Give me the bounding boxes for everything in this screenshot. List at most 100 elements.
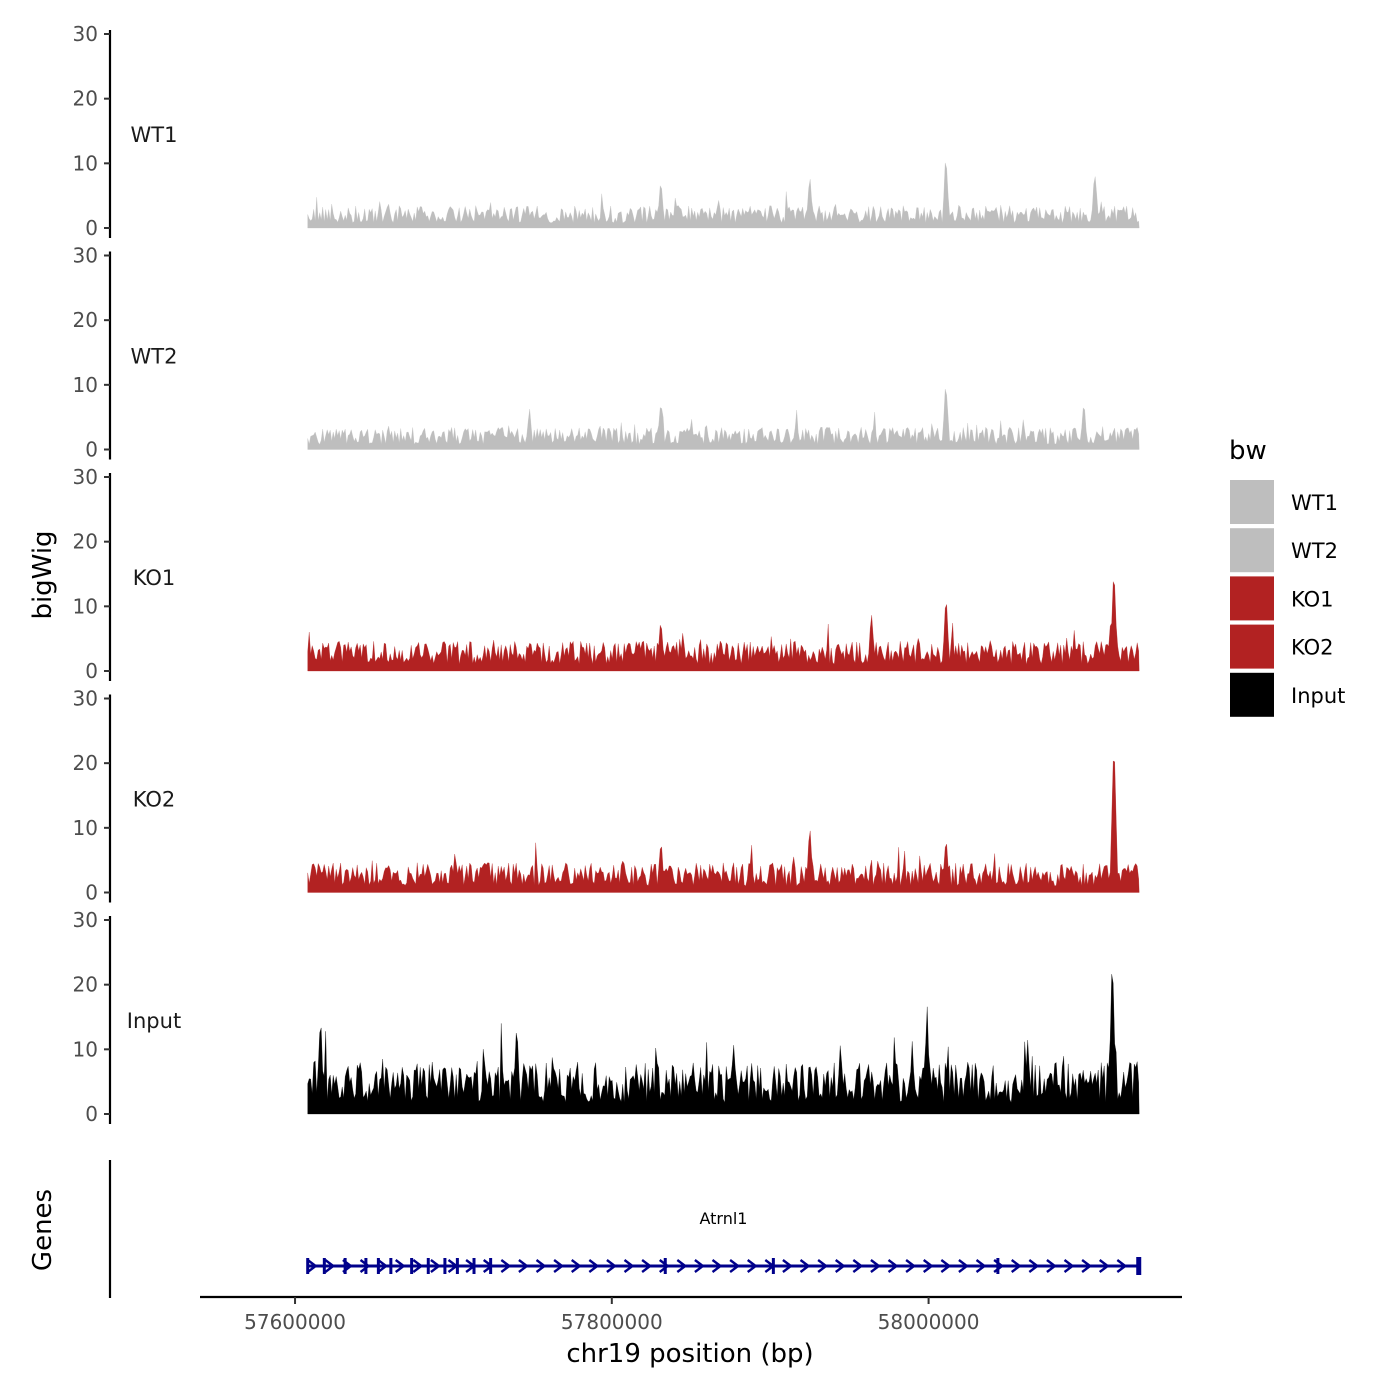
- gene-strand-arrow: [975, 1259, 987, 1273]
- signal-area-wt1: [307, 162, 1140, 229]
- gene-exon: [771, 1258, 775, 1274]
- gene-exon: [996, 1258, 1000, 1274]
- gene-strand-arrow: [1010, 1259, 1022, 1273]
- gene-strand-arrow: [1028, 1259, 1040, 1273]
- signal-area-input: [307, 974, 1140, 1115]
- gene-strand-arrow: [394, 1259, 406, 1273]
- gene-exon: [663, 1258, 667, 1274]
- gene-exon: [306, 1258, 310, 1274]
- legend-item-wt2: WT2: [1230, 528, 1338, 573]
- gene-strand-arrow: [834, 1259, 846, 1273]
- gene-exon: [489, 1258, 493, 1274]
- y-tick-label: 20: [73, 973, 98, 997]
- gene-exon: [455, 1258, 459, 1274]
- gene-exon: [322, 1258, 326, 1274]
- track-wt1: 0 10 20 30 WT1: [73, 22, 1140, 240]
- gene-strand-arrow: [958, 1259, 969, 1273]
- gene-exon: [1136, 1257, 1142, 1275]
- y-tick-label: 10: [73, 151, 98, 175]
- legend-swatch: [1230, 480, 1274, 524]
- gene-strand-arrow: [1063, 1259, 1075, 1273]
- y-tick-label: 30: [73, 687, 98, 711]
- gene-strand-arrow: [1098, 1259, 1110, 1273]
- y-tick-label: 20: [73, 530, 98, 554]
- legend-label: WT1: [1291, 491, 1338, 515]
- y-tick-label: 0: [85, 216, 98, 240]
- legend-item-ko2: KO2: [1230, 624, 1334, 669]
- gene-strand-arrow: [306, 1259, 318, 1273]
- legend: bw WT1 WT2 KO1 KO2 Input: [1229, 436, 1345, 717]
- gene-strand-arrow: [658, 1259, 670, 1273]
- y-tick-label: 30: [73, 22, 98, 46]
- genes-axis-title: Genes: [28, 1189, 58, 1271]
- gene-strand-arrow: [905, 1259, 917, 1273]
- legend-label: KO1: [1291, 587, 1334, 611]
- y-tick-label: 0: [85, 438, 98, 462]
- gene-exon: [410, 1258, 414, 1274]
- y-tick-label: 0: [85, 1102, 98, 1126]
- y-axis-title: bigWig: [28, 530, 58, 619]
- legend-swatch: [1230, 672, 1274, 717]
- gene-strand-arrow: [817, 1259, 829, 1273]
- gene-strand-arrow: [641, 1259, 653, 1273]
- gene-strand-arrow: [623, 1259, 635, 1273]
- y-tick-label: 10: [73, 1037, 98, 1061]
- gene-strand-arrow: [887, 1259, 899, 1273]
- y-tick-label: 10: [73, 816, 98, 840]
- gene-strand-arrow: [922, 1259, 934, 1273]
- track-label: KO2: [133, 788, 176, 812]
- gene-strand-arrow: [518, 1259, 529, 1273]
- signal-area-ko1: [307, 581, 1140, 672]
- track-ko2: 0 10 20 30 KO2: [73, 687, 1140, 905]
- gene-strand-arrow: [535, 1259, 547, 1273]
- y-tick-label: 10: [73, 594, 98, 618]
- gene-exon: [364, 1258, 368, 1274]
- track-label: WT1: [131, 123, 178, 147]
- signal-area-ko2: [307, 760, 1140, 893]
- x-axis-title: chr19 position (bp): [566, 1339, 813, 1369]
- y-tick-label: 20: [73, 308, 98, 332]
- gene-strand-arrow: [500, 1259, 512, 1273]
- legend-swatch: [1230, 576, 1274, 621]
- gene-strand-arrow: [782, 1259, 793, 1273]
- y-tick-label: 20: [73, 751, 98, 775]
- gene-strand-arrow: [940, 1259, 952, 1273]
- gene-exon: [376, 1258, 380, 1274]
- gene-strand-arrow: [1046, 1259, 1057, 1273]
- legend-item-input: Input: [1230, 672, 1345, 717]
- signal-tracks: 0 10 20 30 WT1 0 10 20 30 WT2 0 10 20 30 KO1 0 10 20 30 KO2…: [73, 22, 1140, 1126]
- gene-strand-arrow: [746, 1259, 758, 1273]
- gene-strand-arrow: [324, 1259, 336, 1273]
- gene-strand-arrow: [570, 1259, 582, 1273]
- y-tick-label: 0: [85, 881, 98, 905]
- y-tick-label: 30: [73, 244, 98, 268]
- gene-strand-arrow: [412, 1259, 424, 1273]
- gene-strand-arrow: [729, 1259, 741, 1273]
- track-input: 0 10 20 30 Input: [73, 908, 1140, 1126]
- y-tick-label: 0: [85, 659, 98, 683]
- x-tick-label: 58000000: [878, 1310, 980, 1334]
- y-tick-label: 30: [73, 465, 98, 489]
- gene-strand-arrow: [870, 1259, 881, 1273]
- genes-panel: Atrnl1: [108, 1160, 1142, 1298]
- gene-strand-arrow: [676, 1259, 688, 1273]
- legend-swatch: [1230, 624, 1274, 669]
- x-tick-label: 57600000: [244, 1310, 346, 1334]
- gene-strand-arrow: [1116, 1259, 1128, 1273]
- track-wt2: 0 10 20 30 WT2: [73, 244, 1140, 462]
- gene-exon: [426, 1258, 430, 1274]
- gene-strand-arrow: [852, 1259, 864, 1273]
- legend-item-ko1: KO1: [1230, 576, 1334, 621]
- legend-swatch: [1230, 528, 1274, 573]
- x-axis: 57600000 57800000 58000000: [200, 1295, 1182, 1334]
- gene-strand-arrow: [359, 1259, 371, 1273]
- legend-label: Input: [1291, 684, 1345, 708]
- x-tick-label: 57800000: [561, 1310, 663, 1334]
- y-tick-label: 20: [73, 87, 98, 111]
- legend-label: WT2: [1291, 539, 1338, 563]
- track-label: KO1: [133, 566, 176, 590]
- gene-strand-arrow: [430, 1259, 441, 1273]
- gene-strand-arrow: [711, 1259, 723, 1273]
- gene-exon: [472, 1258, 476, 1274]
